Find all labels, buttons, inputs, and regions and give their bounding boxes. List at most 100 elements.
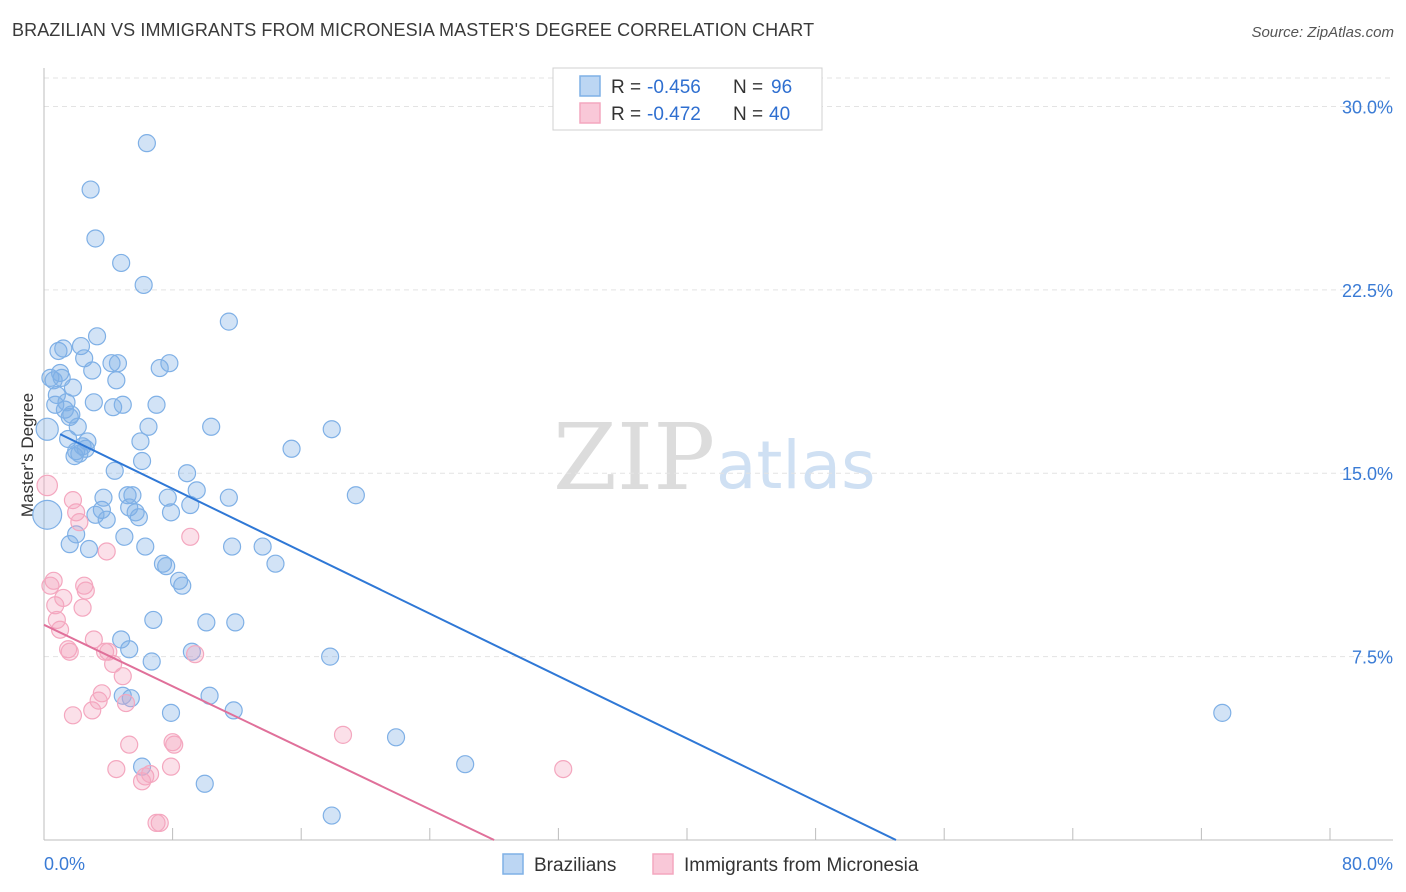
- point-brazilians: [94, 488, 113, 507]
- point-brazilians: [1213, 703, 1232, 722]
- point-brazilians: [123, 486, 142, 505]
- point-brazilians: [456, 755, 475, 774]
- point-micronesia: [92, 684, 111, 703]
- legend-r-label-2: R =: [611, 104, 641, 125]
- point-brazilians: [54, 339, 73, 358]
- legend-r-value-2: -0.472: [647, 104, 701, 125]
- point-brazilians: [173, 576, 192, 595]
- point-brazilians: [219, 488, 238, 507]
- point-micronesia: [333, 725, 353, 744]
- point-brazilians: [131, 432, 150, 451]
- point-brazilians: [68, 417, 87, 436]
- point-brazilians: [169, 571, 189, 590]
- point-brazilians: [32, 499, 63, 530]
- point-micronesia: [36, 474, 59, 497]
- point-brazilians: [113, 395, 132, 414]
- series-legend: Brazilians Immigrants from Micronesia: [502, 853, 919, 876]
- x-tick-label-max: 80.0%: [1342, 854, 1393, 874]
- point-brazilians: [195, 774, 214, 793]
- point-brazilians: [142, 652, 161, 671]
- point-brazilians: [108, 354, 128, 373]
- correlation-legend: R = -0.456 N = 96 R = -0.472 N = 40: [552, 67, 823, 131]
- point-micronesia: [161, 757, 181, 776]
- point-micronesia: [47, 610, 66, 630]
- point-brazilians: [322, 420, 341, 439]
- bottom-legend-swatch-micronesia: [652, 853, 674, 875]
- point-brazilians: [105, 461, 124, 480]
- point-brazilians: [136, 537, 155, 556]
- point-brazilians: [35, 417, 59, 441]
- point-micronesia: [70, 513, 89, 532]
- grid: [44, 77, 1393, 658]
- x-tick-label-min: 0.0%: [44, 854, 85, 874]
- point-micronesia: [76, 581, 95, 600]
- series-micronesia: [36, 474, 573, 832]
- point-brazilians: [137, 134, 156, 153]
- point-brazilians: [197, 613, 216, 632]
- watermark-zip: ZIP: [553, 404, 715, 511]
- axes: [43, 68, 1393, 841]
- point-brazilians: [49, 341, 68, 361]
- point-brazilians: [102, 354, 121, 373]
- point-brazilians: [202, 417, 221, 436]
- y-tick-label: 15.0%: [1342, 464, 1393, 484]
- trend-lines: [43, 433, 897, 841]
- point-brazilians: [112, 253, 131, 273]
- point-brazilians: [346, 486, 365, 505]
- point-brazilians: [139, 417, 158, 436]
- point-brazilians: [60, 535, 79, 554]
- point-brazilians: [87, 327, 107, 346]
- point-brazilians: [386, 728, 406, 747]
- point-micronesia: [97, 542, 116, 561]
- y-axis-title: Master's Degree: [18, 393, 37, 517]
- legend-swatch-brazilians: [579, 75, 601, 97]
- point-brazilians: [222, 537, 242, 556]
- bottom-legend-label-micronesia: Immigrants from Micronesia: [684, 855, 919, 876]
- point-brazilians: [187, 481, 206, 500]
- point-brazilians: [321, 647, 340, 666]
- point-micronesia: [113, 667, 132, 686]
- trend-line-micronesia: [43, 623, 495, 841]
- point-brazilians: [83, 361, 102, 380]
- point-brazilians: [161, 503, 181, 522]
- point-brazilians: [226, 613, 245, 632]
- point-brazilians: [120, 640, 139, 659]
- legend-n-label-1: N =: [733, 77, 763, 98]
- point-brazilians: [177, 464, 197, 483]
- point-micronesia: [63, 706, 83, 725]
- watermark: ZIP atlas: [553, 404, 876, 511]
- watermark-atlas: atlas: [716, 427, 876, 504]
- point-brazilians: [107, 371, 126, 390]
- point-brazilians: [79, 539, 99, 559]
- point-brazilians: [132, 451, 152, 471]
- chart-source: Source: ZipAtlas.com: [1251, 24, 1394, 41]
- point-brazilians: [158, 488, 177, 507]
- legend-r-label-1: R =: [611, 77, 641, 98]
- point-brazilians: [322, 806, 341, 825]
- point-micronesia: [186, 645, 205, 664]
- point-brazilians: [150, 358, 169, 378]
- legend-r-value-1: -0.456: [647, 77, 701, 98]
- point-micronesia: [163, 733, 182, 752]
- point-brazilians: [126, 503, 145, 522]
- point-micronesia: [60, 642, 79, 661]
- point-micronesia: [136, 767, 155, 786]
- legend-n-value-1: 96: [771, 77, 792, 98]
- x-tick-labels: 0.0% 80.0%: [44, 854, 1393, 874]
- point-micronesia: [44, 571, 63, 590]
- point-brazilians: [266, 554, 285, 573]
- point-micronesia: [181, 527, 200, 546]
- point-brazilians: [157, 557, 176, 576]
- point-brazilians: [282, 439, 301, 458]
- point-brazilians: [115, 527, 134, 546]
- trend-line-brazilians: [59, 433, 897, 841]
- y-tick-label: 7.5%: [1352, 648, 1393, 668]
- point-brazilians: [97, 510, 116, 529]
- point-brazilians: [81, 180, 100, 199]
- point-brazilians: [147, 395, 166, 414]
- legend-n-value-2: 40: [769, 104, 790, 125]
- point-brazilians: [84, 393, 103, 412]
- point-brazilians: [161, 703, 181, 722]
- point-micronesia: [116, 693, 136, 713]
